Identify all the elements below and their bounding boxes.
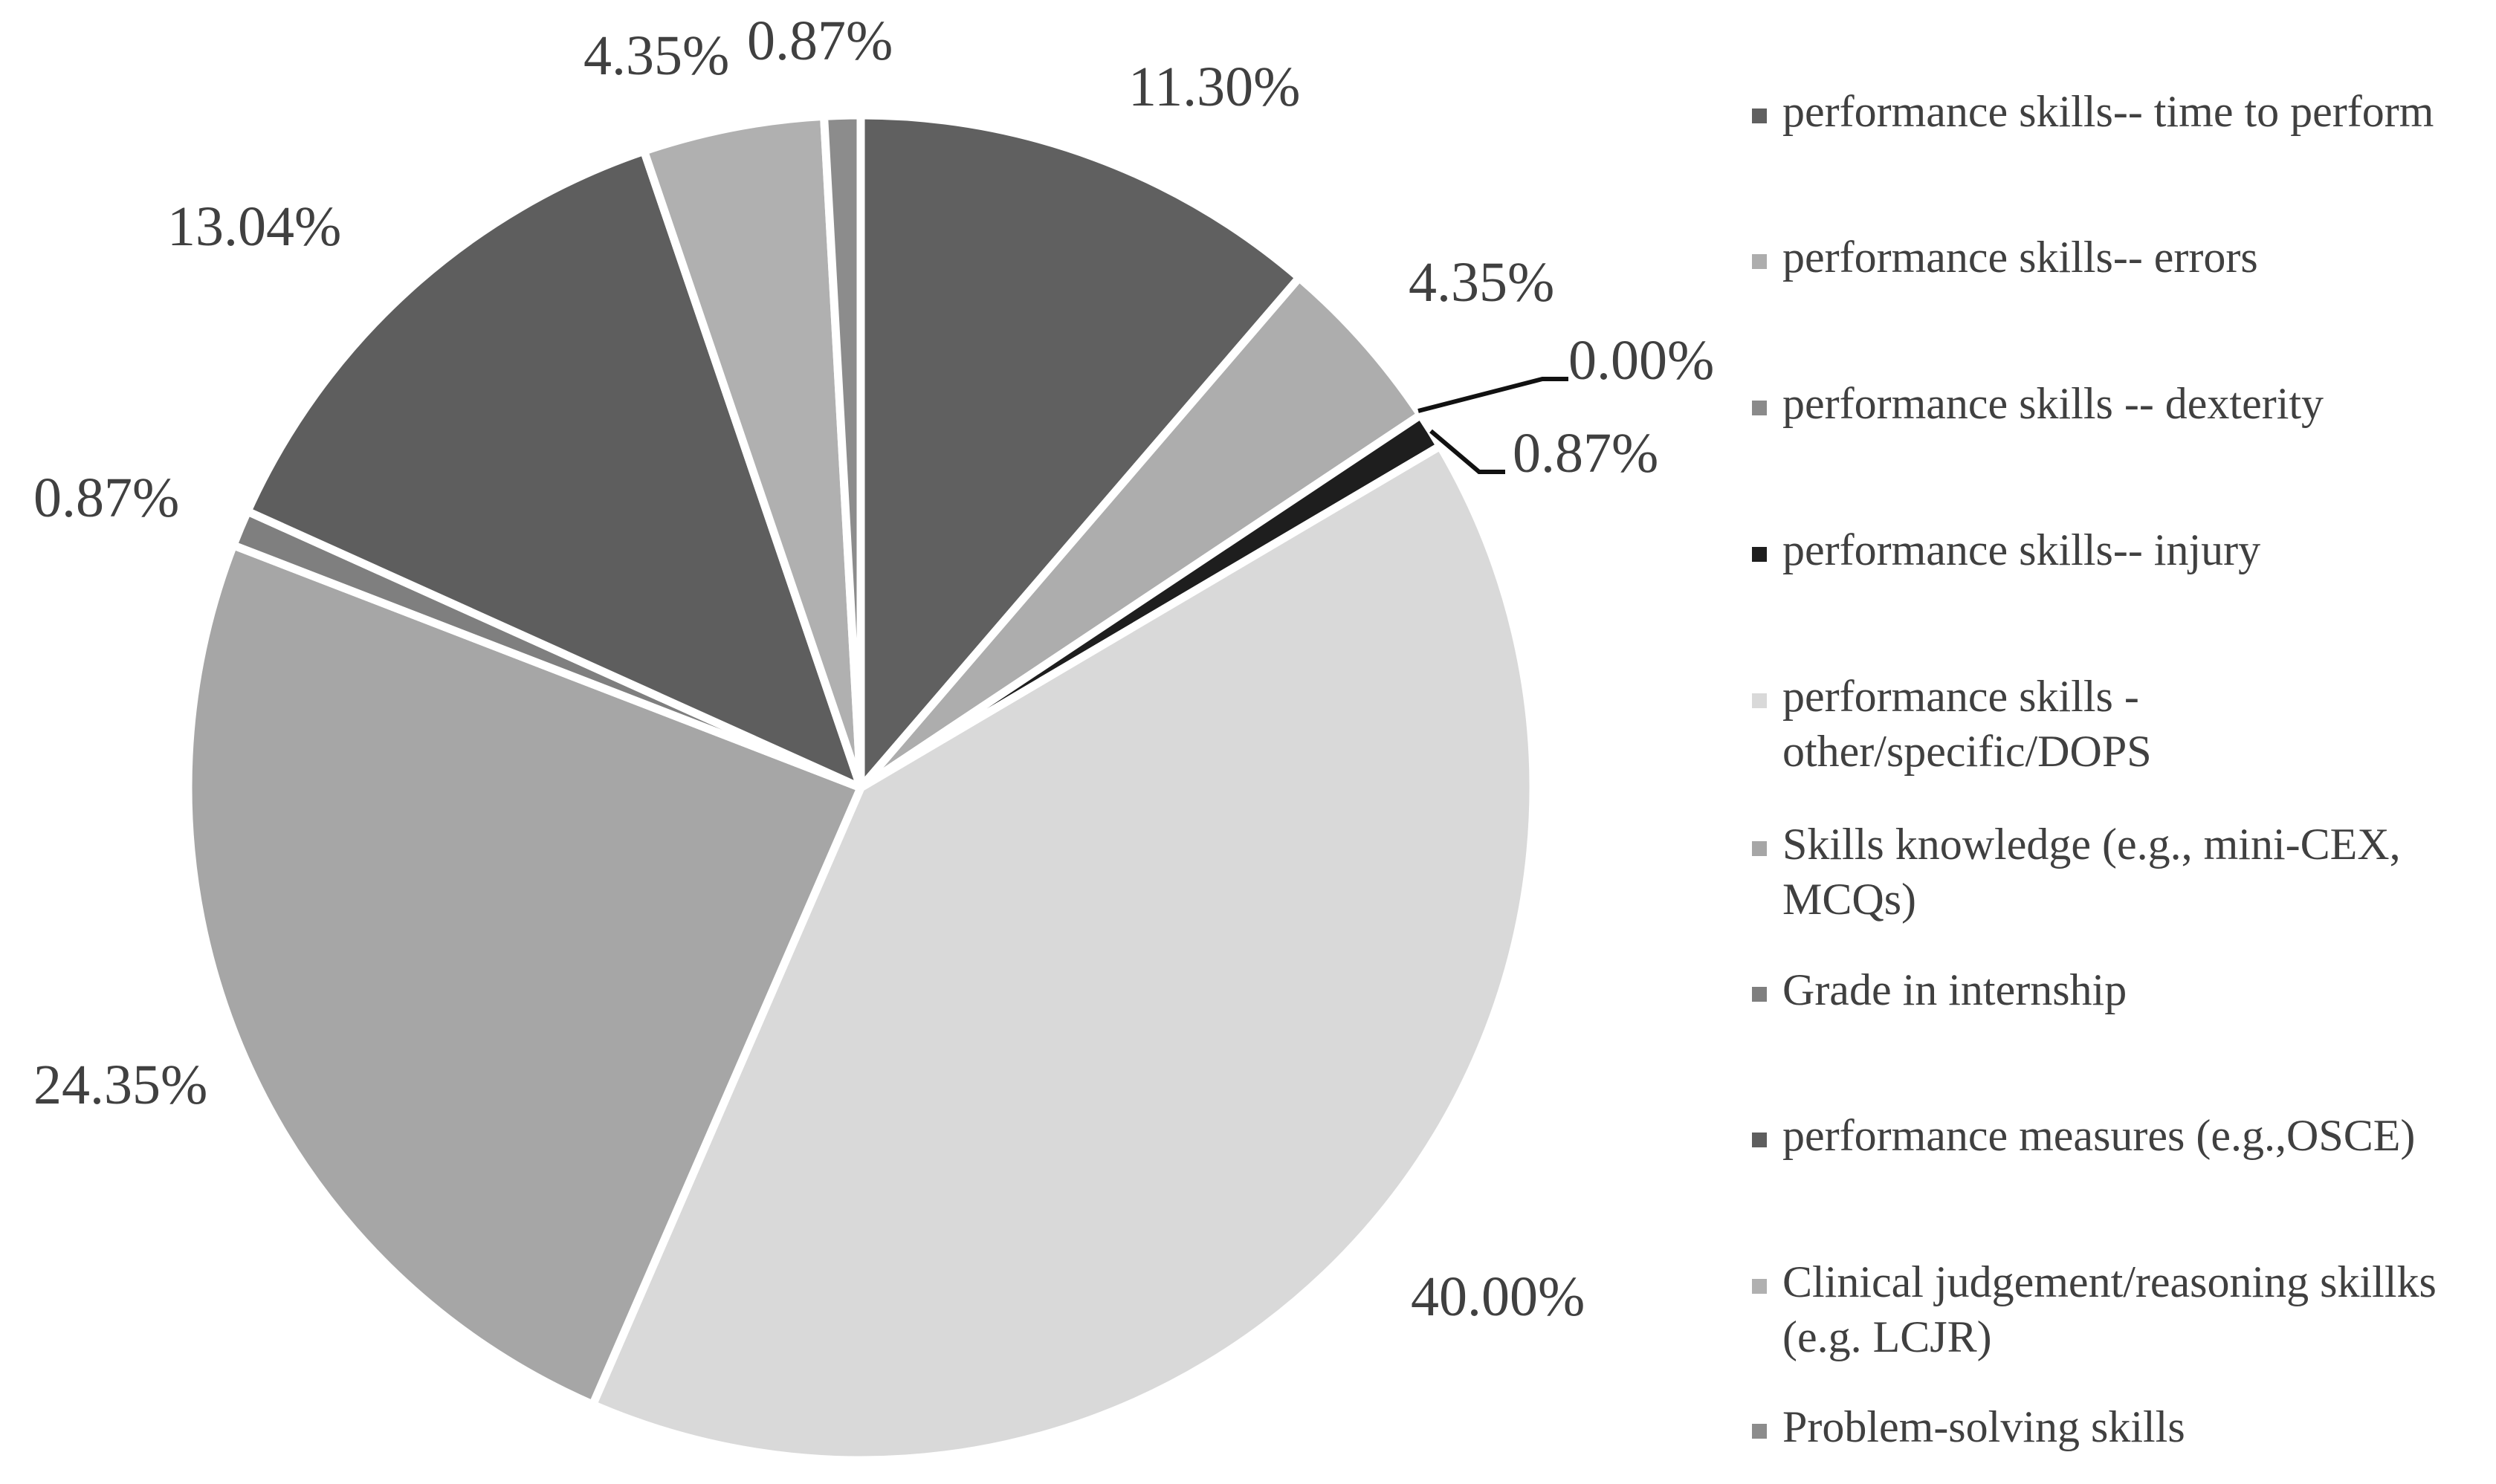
legend-marker-performance-skills-injury	[1752, 547, 1767, 562]
pie-slice-performance-skills-other-specific-dops	[589, 441, 1538, 1465]
legend-marker-grade-in-internship	[1752, 987, 1767, 1002]
legend-marker-performance-skills-other-specific-dops	[1752, 693, 1767, 708]
legend-marker-performance-skills-dexterity	[1752, 401, 1767, 415]
pie-slice-performance-measures-e-g-osce	[243, 146, 865, 792]
data-labels: 11.30%4.35%0.00%0.87%40.00%24.35%0.87%13…	[33, 10, 1714, 1328]
leader-line-injury	[1429, 429, 1505, 474]
legend-label-skills-knowledge-e-g-mini-cex-mcqs: Skills knowledge (e.g., mini-CEX, MCQs)	[1782, 820, 2401, 924]
data-label-performance-skills-other-specific-dops: 40.00%	[1411, 1266, 1585, 1328]
pie-slice-skills-knowledge-e-g-mini-cex-mcqs	[184, 541, 865, 1409]
legend-marker-skills-knowledge-e-g-mini-cex-mcqs	[1752, 841, 1767, 856]
data-label-clinical-judgement-reasoning-skillks-e-g-lcjr: 4.35%	[583, 25, 729, 87]
legend-label-clinical-judgement-reasoning-skillks-e-g-lcjr: Clinical judgement/reasoning skillks (e.g…	[1782, 1257, 2437, 1361]
legend-marker-clinical-judgement-reasoning-skillks-e-g-lcjr	[1752, 1279, 1767, 1294]
data-label-performance-measures-e-g-osce: 13.04%	[167, 195, 341, 258]
leader-lines	[1417, 377, 1568, 474]
pie-slice-clinical-judgement-reasoning-skillks-e-g-lcjr	[639, 111, 865, 792]
legend-marker-problem-solving-skills	[1752, 1424, 1767, 1439]
data-label-problem-solving-skills: 0.87%	[747, 10, 893, 72]
legend-marker-performance-skills-errors	[1752, 254, 1767, 269]
data-label-performance-skills-dexterity: 0.00%	[1568, 329, 1714, 392]
pie-slice-problem-solving-skills	[820, 111, 865, 792]
legend-label-performance-measures-e-g-osce: performance measures (e.g.,OSCE)	[1782, 1111, 2415, 1160]
legend-marker-performance-skills-time-to-perform	[1752, 108, 1767, 123]
legend: performance skills-- time to perform perf…	[1752, 87, 2437, 1451]
data-label-skills-knowledge-e-g-mini-cex-mcqs: 24.35%	[33, 1054, 207, 1116]
pie-slice-performance-skills-errors	[856, 273, 1425, 792]
legend-label-performance-skills-injury: performance skills-- injury	[1782, 525, 2260, 574]
legend-label-performance-skills-dexterity: performance skills -- dexterity	[1782, 379, 2324, 428]
data-label-performance-skills-injury: 0.87%	[1513, 422, 1658, 485]
legend-label-grade-in-internship: Grade in internship	[1782, 965, 2127, 1014]
data-label-performance-skills-errors: 4.35%	[1409, 251, 1554, 314]
leader-line-dexterity	[1417, 377, 1568, 413]
data-label-grade-in-internship: 0.87%	[33, 467, 179, 529]
data-label-performance-skills-time-to-perform: 11.30%	[1128, 56, 1301, 118]
legend-label-problem-solving-skills: Problem-solving skills	[1782, 1402, 2185, 1451]
legend-marker-performance-measures-e-g-osce	[1752, 1133, 1767, 1147]
pie-slices	[184, 111, 1538, 1465]
legend-label-performance-skills-other-specific-dops: performance skills -other/specific/DOPS	[1782, 672, 2152, 776]
pie-slice-performance-skills-time-to-perform	[856, 111, 1304, 792]
legend-label-performance-skills-time-to-perform: performance skills-- time to perform	[1782, 87, 2434, 136]
legend-label-performance-skills-errors: performance skills-- errors	[1782, 233, 2258, 282]
